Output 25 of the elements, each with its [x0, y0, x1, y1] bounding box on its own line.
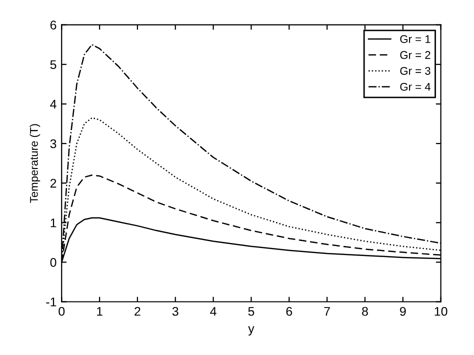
x-tick-label: 6: [286, 306, 292, 316]
x-tick-label: 2: [134, 306, 140, 316]
y-tick-label: 1: [50, 218, 56, 228]
x-tick-label: 0: [58, 306, 65, 316]
x-axis-title: y: [248, 326, 254, 336]
legend-label: Gr = 4: [400, 82, 430, 91]
legend-label: Gr = 1: [400, 35, 430, 44]
x-tick-label: 1: [97, 307, 102, 316]
x-tick-label: 4: [210, 307, 216, 316]
x-tick-label: 3: [172, 306, 178, 316]
y-tick-label: 5: [50, 60, 56, 70]
x-tick-label: 10: [434, 306, 448, 316]
x-tick-label: 9: [400, 306, 406, 316]
y-axis-title: Temperature (T): [30, 124, 40, 203]
y-tick-label: 3: [50, 139, 56, 148]
x-tick-label: 7: [324, 307, 330, 316]
x-tick-label: 5: [248, 307, 254, 316]
y-tick-label: 6: [50, 20, 56, 30]
y-tick-label: 4: [50, 100, 56, 108]
x-tick-label: 8: [362, 306, 368, 316]
legend-label: Gr = 2: [400, 51, 430, 59]
legend-label: Gr = 3: [400, 66, 430, 75]
y-tick-label: -1: [46, 298, 56, 306]
y-tick-label: 2: [50, 178, 56, 188]
y-tick-label: 0: [50, 258, 56, 267]
